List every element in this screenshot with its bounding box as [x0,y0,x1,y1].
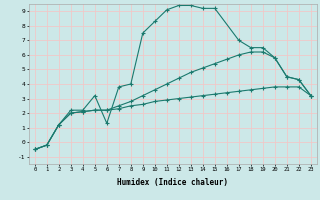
X-axis label: Humidex (Indice chaleur): Humidex (Indice chaleur) [117,178,228,187]
